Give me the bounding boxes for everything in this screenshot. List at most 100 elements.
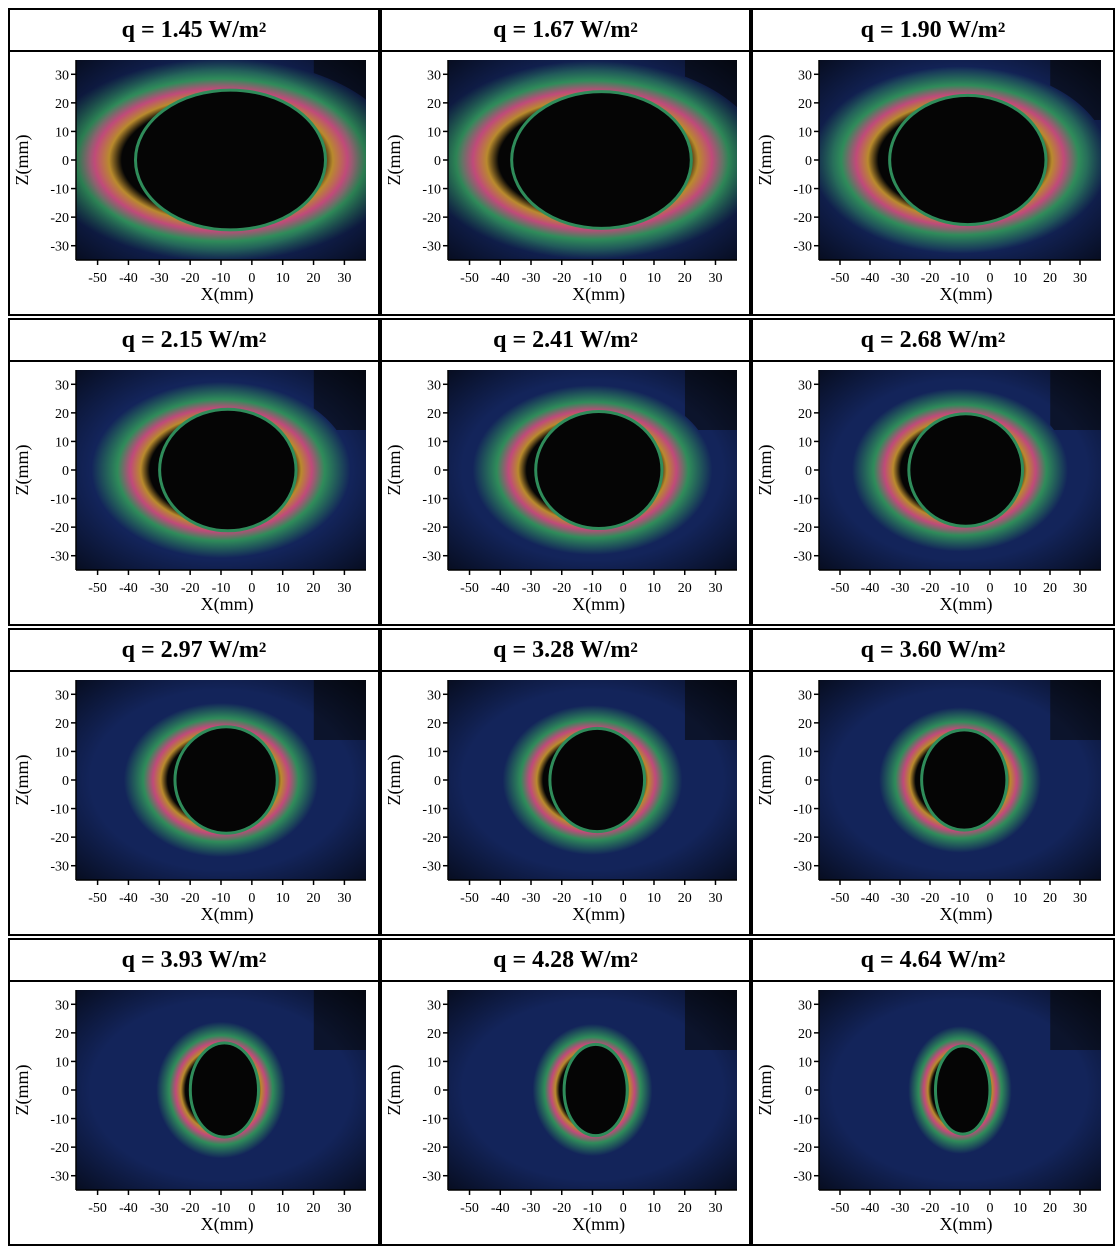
x-tick-label: -40 — [861, 1201, 880, 1216]
x-tick-label: 0 — [248, 891, 255, 906]
x-tick-label: -40 — [491, 271, 510, 286]
y-tick-label: 0 — [805, 154, 812, 169]
y-tick-label: -10 — [50, 1113, 69, 1128]
figure-panel: q = 4.64 W/m 2 30 20 10 0 -10 -20 -30 -50 -40 -30 -2… — [751, 938, 1115, 1246]
x-tick-label: -10 — [951, 891, 970, 906]
panel-border — [380, 50, 751, 316]
x-tick-label: 30 — [1073, 891, 1087, 906]
panel-title: q = 1.90 W/m 2 — [751, 8, 1115, 52]
x-tick-label: 10 — [276, 581, 290, 596]
x-tick-label: 30 — [708, 271, 722, 286]
x-tick-label: 10 — [1013, 1201, 1027, 1216]
y-tick-label: -10 — [422, 183, 441, 198]
thermochromic-image-plot: 30 20 10 0 -10 -20 -30 -50 -40 -30 -20 -10 0 10 20 30 X(… — [384, 680, 737, 925]
x-tick-label: 10 — [276, 271, 290, 286]
y-tick-label: -30 — [50, 1170, 69, 1185]
x-tick-label: -40 — [861, 581, 880, 596]
x-tick-label: -30 — [891, 1201, 910, 1216]
y-tick-label: -30 — [422, 240, 441, 255]
thermochromic-image-plot: 30 20 10 0 -10 -20 -30 -50 -40 -30 -20 -10 0 10 20 30 X(… — [384, 370, 737, 615]
x-tick-label: -10 — [951, 271, 970, 286]
x-tick-label: -50 — [831, 581, 850, 596]
x-tick-label: 10 — [647, 581, 661, 596]
heat-flux-label: q = 4.28 W/m — [493, 946, 631, 973]
x-tick-label: -20 — [181, 891, 200, 906]
unit-exponent: 2 — [258, 329, 267, 346]
image-region — [819, 680, 1101, 880]
image-region — [448, 680, 737, 880]
y-tick-label: 20 — [427, 717, 441, 732]
y-axis-title: Z(mm) — [384, 1065, 405, 1116]
x-tick-label: 0 — [620, 581, 627, 596]
x-tick-label: -10 — [951, 1201, 970, 1216]
y-tick-label: 20 — [55, 1027, 69, 1042]
x-tick-label: 30 — [337, 581, 351, 596]
x-tick-label: -30 — [891, 581, 910, 596]
x-tick-label: -30 — [150, 581, 169, 596]
y-axis-title: Z(mm) — [755, 135, 776, 186]
x-tick-label: 20 — [678, 581, 692, 596]
x-tick-label: -30 — [150, 1201, 169, 1216]
y-tick-label: 20 — [427, 407, 441, 422]
heat-flux-label: q = 3.60 W/m — [860, 636, 998, 663]
x-tick-label: 20 — [678, 891, 692, 906]
unit-exponent: 2 — [630, 19, 638, 36]
y-tick-label: 30 — [55, 378, 69, 393]
figure-panel: q = 3.93 W/m 2 30 20 10 0 -10 -20 -30 -50 -40 -30 -2… — [8, 938, 380, 1246]
x-tick-label: -50 — [460, 271, 479, 286]
x-tick-label: -20 — [181, 271, 200, 286]
heat-flux-label: q = 1.67 W/m — [493, 16, 631, 43]
thermochromic-image-plot: 30 20 10 0 -10 -20 -30 -50 -40 -30 -20 -10 0 10 20 30 X(… — [755, 370, 1101, 615]
panel-title: q = 2.15 W/m 2 — [8, 318, 380, 362]
x-tick-label: -30 — [891, 271, 910, 286]
figure-panel: q = 3.28 W/m 2 30 20 10 0 -10 -20 -30 -50 -40 -30 -2… — [380, 628, 751, 936]
x-tick-label: -50 — [460, 891, 479, 906]
x-tick-label: -40 — [491, 581, 510, 596]
figure-panel: q = 1.90 W/m 2 30 20 10 0 -10 -20 -30 -50 -40 -30 -2… — [751, 8, 1115, 316]
x-axis-title: X(mm) — [572, 1214, 625, 1235]
figure-panel: q = 1.45 W/m 2 30 20 10 0 -10 -20 -30 -50 -40 -30 -2… — [8, 8, 380, 316]
y-tick-label: -10 — [50, 183, 69, 198]
y-axis-title: Z(mm) — [12, 445, 33, 496]
y-tick-label: -30 — [422, 550, 441, 565]
x-tick-label: -20 — [552, 271, 571, 286]
image-region — [76, 370, 366, 570]
y-tick-label: -20 — [50, 831, 69, 846]
panel-border — [8, 670, 380, 936]
x-tick-label: 0 — [620, 1201, 627, 1216]
x-axis-title: X(mm) — [572, 284, 625, 305]
image-region — [448, 990, 737, 1190]
y-tick-label: -20 — [793, 521, 812, 536]
thermochromic-image-plot: 30 20 10 0 -10 -20 -30 -50 -40 -30 -20 -10 0 10 20 30 X(… — [384, 990, 737, 1235]
y-axis-title: Z(mm) — [384, 755, 405, 806]
x-tick-label: 30 — [337, 271, 351, 286]
x-tick-label: -40 — [491, 891, 510, 906]
x-tick-label: 10 — [1013, 581, 1027, 596]
y-axis-title: Z(mm) — [384, 445, 405, 496]
thermochromic-image-plot: 30 20 10 0 -10 -20 -30 -50 -40 -30 -20 -10 0 10 20 30 X(… — [384, 60, 737, 305]
x-tick-label: 20 — [307, 891, 321, 906]
y-axis-title: Z(mm) — [12, 135, 33, 186]
y-tick-label: 30 — [798, 68, 812, 83]
x-tick-label: -10 — [583, 271, 602, 286]
x-axis-title: X(mm) — [940, 284, 993, 305]
image-region — [448, 60, 737, 260]
vignette — [448, 60, 737, 260]
x-tick-label: -50 — [831, 271, 850, 286]
figure-panel: q = 1.67 W/m 2 30 20 10 0 -10 -20 -30 -50 -40 -30 -2… — [380, 8, 751, 316]
y-tick-label: 10 — [427, 435, 441, 450]
y-tick-label: 30 — [55, 68, 69, 83]
x-tick-label: -50 — [88, 1201, 107, 1216]
unit-exponent: 2 — [997, 949, 1006, 966]
heat-flux-label: q = 1.45 W/m — [121, 16, 259, 43]
y-tick-label: 0 — [434, 464, 441, 479]
y-tick-label: 10 — [798, 1055, 812, 1070]
vignette — [76, 60, 366, 260]
y-tick-label: -20 — [422, 831, 441, 846]
unit-exponent: 2 — [258, 639, 267, 656]
x-tick-label: -50 — [88, 891, 107, 906]
x-axis-title: X(mm) — [940, 1214, 993, 1235]
unit-exponent: 2 — [258, 19, 267, 36]
x-tick-label: 0 — [620, 891, 627, 906]
y-tick-label: 0 — [434, 154, 441, 169]
